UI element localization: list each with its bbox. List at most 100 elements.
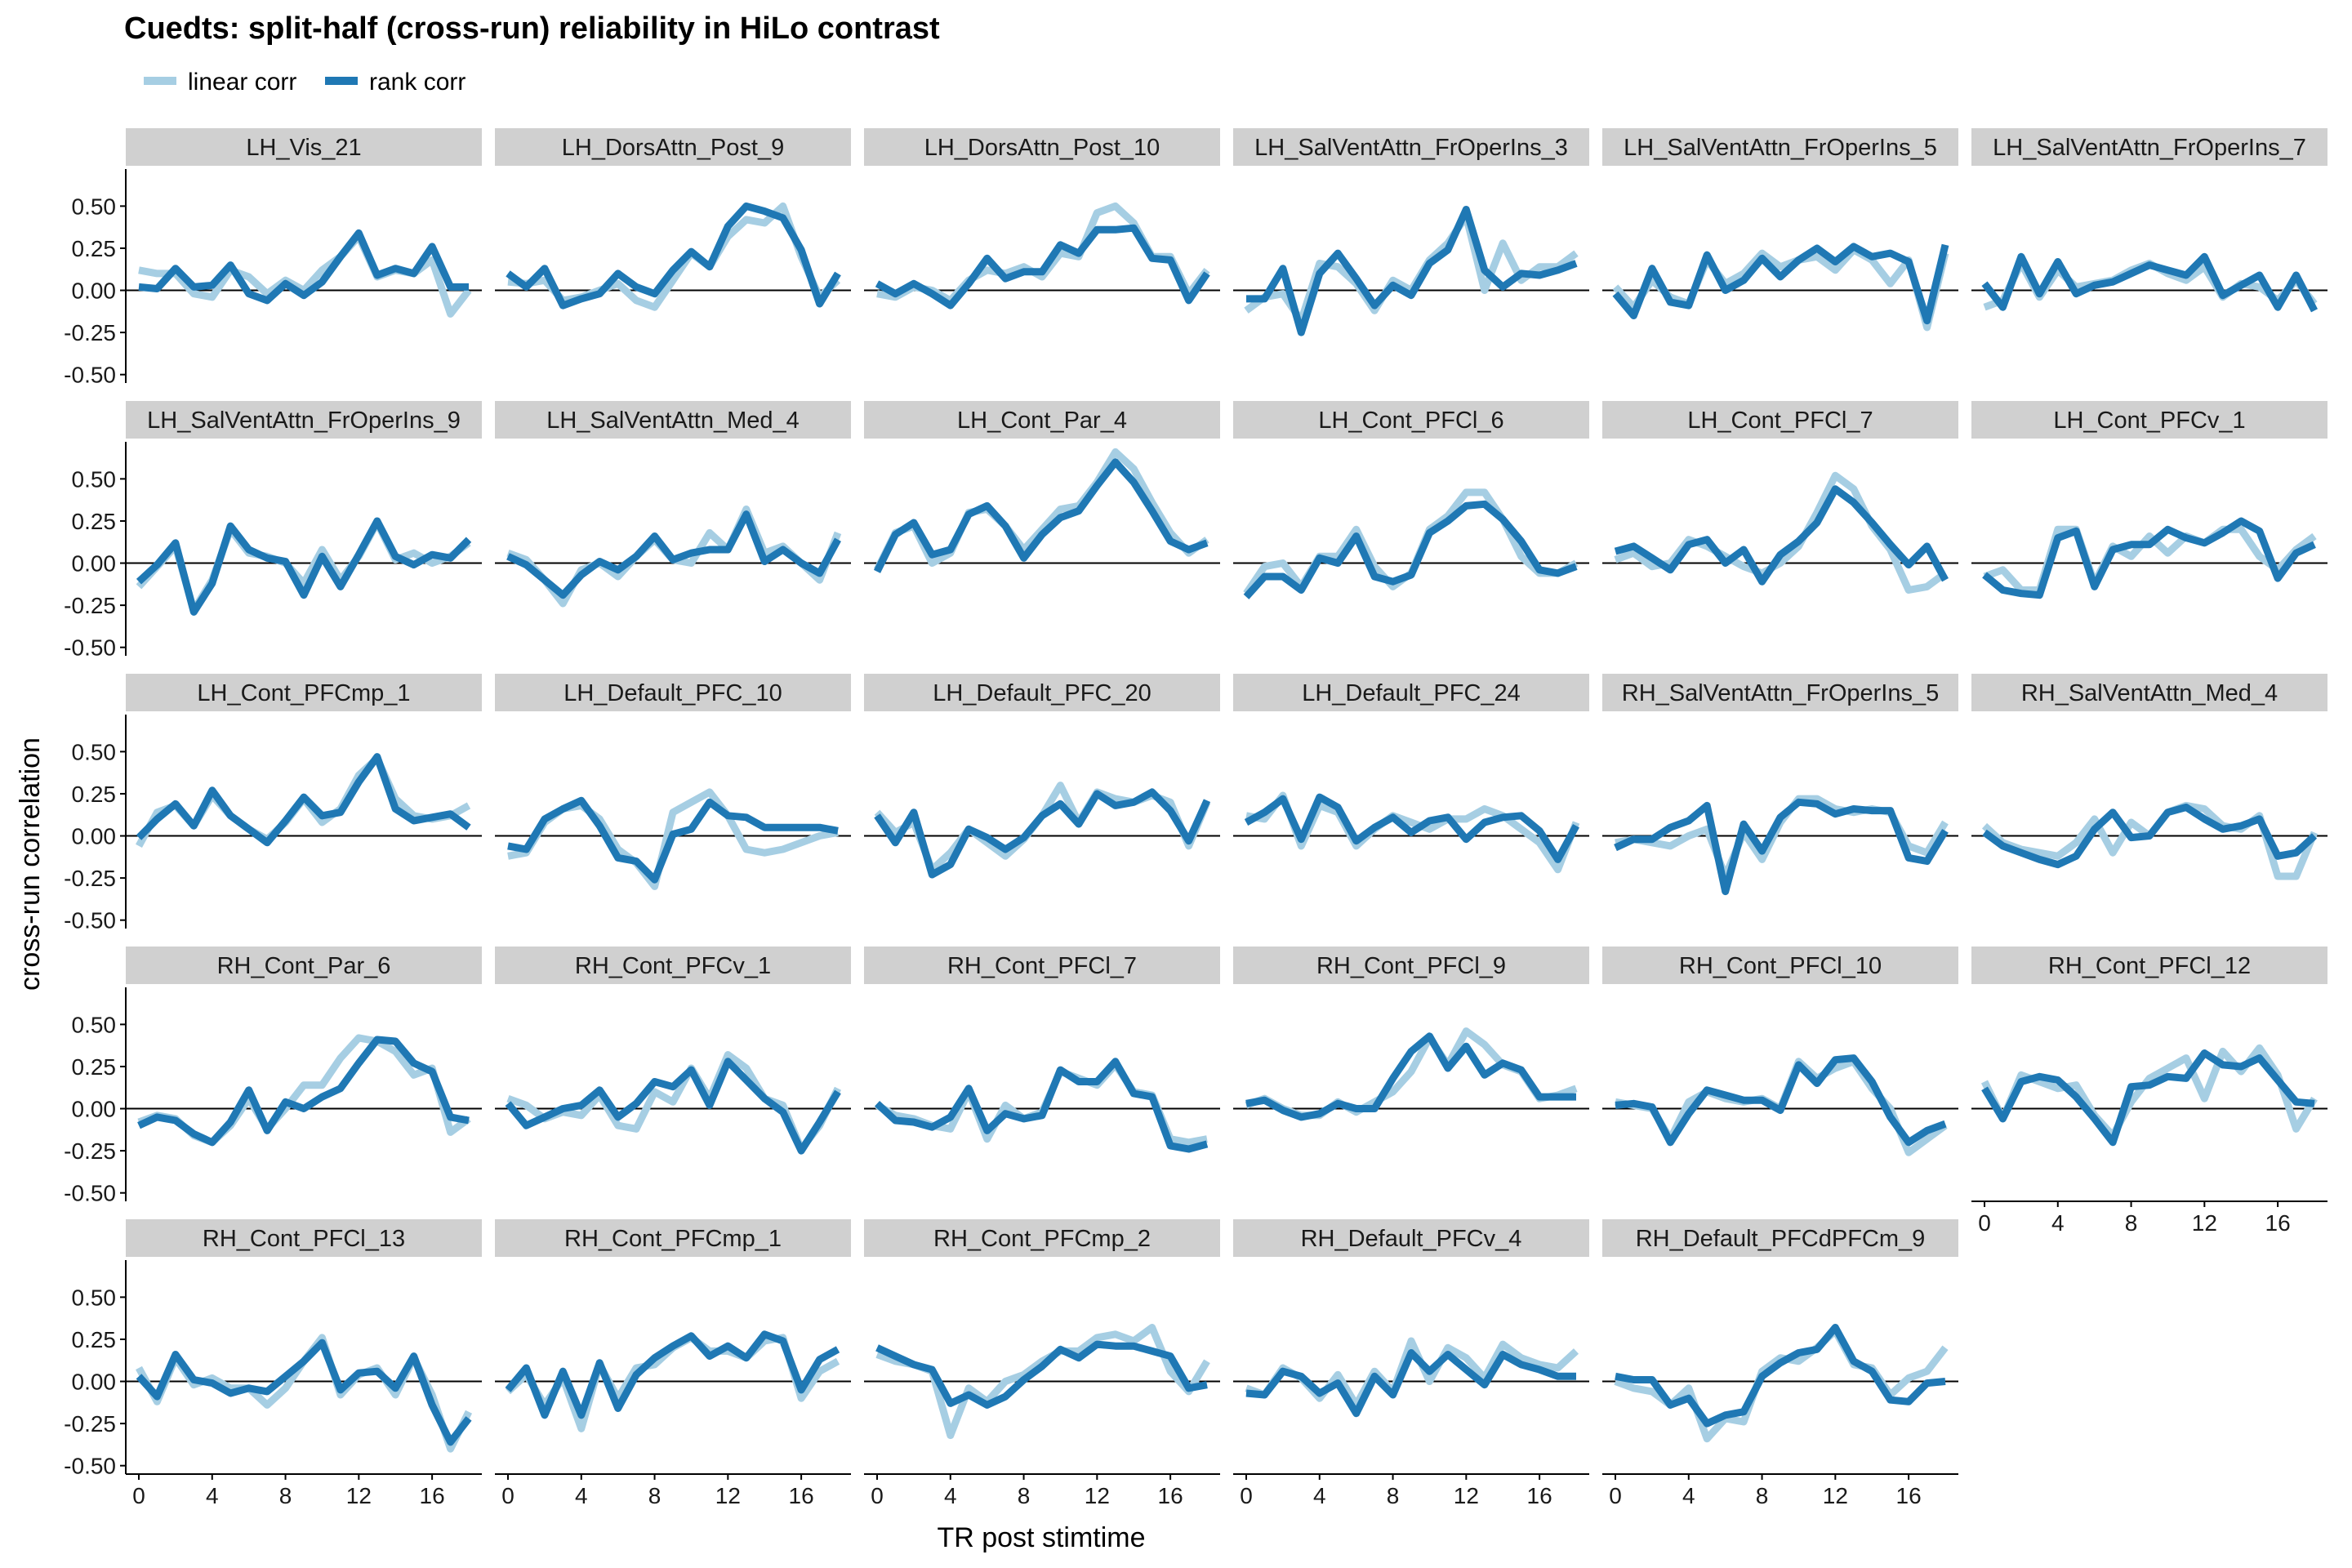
facet-panel: LH_SalVentAttn_FrOperIns_3 bbox=[1233, 128, 1589, 336]
series-line-rank-corr bbox=[1615, 1054, 1947, 1147]
facet-strip-label: RH_Cont_PFCl_13 bbox=[203, 1226, 405, 1252]
y-tick-label: -0.50 bbox=[64, 908, 116, 933]
series-line-linear-corr bbox=[873, 448, 1209, 572]
facet-panel: RH_Cont_Par_6 0.50 0.25 0.00 -0.25 -0.50 bbox=[64, 947, 482, 1206]
series-line-linear-corr bbox=[1615, 795, 1949, 880]
facet-panel: RH_Cont_PFCl_7 bbox=[864, 947, 1220, 1153]
x-tick-label: 4 bbox=[1682, 1483, 1695, 1508]
facet-strip bbox=[1971, 128, 2328, 166]
facet-panel: LH_SalVentAttn_FrOperIns_5 bbox=[1602, 128, 1958, 332]
facet-strip-label: RH_Cont_PFCl_10 bbox=[1679, 953, 1882, 979]
facet-strip bbox=[1971, 674, 2328, 711]
x-tick-label: 8 bbox=[279, 1483, 292, 1508]
y-tick-label: -0.25 bbox=[64, 866, 116, 891]
y-tick-label: -0.25 bbox=[64, 1138, 116, 1164]
facet-strip-label: LH_Default_PFC_20 bbox=[933, 680, 1152, 706]
series-line-rank-corr bbox=[873, 458, 1209, 573]
x-axis-title: TR post stimtime bbox=[937, 1522, 1145, 1553]
x-tick-label: 12 bbox=[346, 1483, 372, 1508]
chart-title: Cuedts: split-half (cross-run) reliabili… bbox=[124, 11, 940, 46]
series-line-rank-corr bbox=[138, 229, 469, 305]
facet-panel: LH_DorsAttn_Post_10 bbox=[864, 128, 1220, 310]
series-line-rank-corr bbox=[1615, 1324, 1946, 1428]
series-line-rank-corr bbox=[874, 1058, 1209, 1153]
y-tick-label: 0.50 bbox=[72, 1285, 117, 1310]
x-tick-label: 4 bbox=[1313, 1483, 1326, 1508]
x-tick-label: 0 bbox=[871, 1483, 884, 1508]
x-tick-label: 16 bbox=[2265, 1210, 2291, 1236]
facet-strip bbox=[495, 128, 851, 166]
facet-strip bbox=[126, 128, 482, 166]
series-line-rank-corr bbox=[506, 510, 841, 599]
panels-group: LH_Vis_21 0.50 0.25 0.00 -0.25 -0.50 LH_DorsAt… bbox=[64, 128, 2328, 1508]
series-line-rank-corr bbox=[1243, 500, 1578, 599]
x-tick-label: 0 bbox=[501, 1483, 514, 1508]
facet-panel: RH_Default_PFCv_4 0 4 8 12 16 bbox=[1233, 1219, 1589, 1508]
facet-panel: LH_Vis_21 0.50 0.25 0.00 -0.25 -0.50 bbox=[64, 128, 482, 388]
x-tick-label: 12 bbox=[715, 1483, 741, 1508]
series-line-rank-corr bbox=[136, 1339, 472, 1446]
facet-strip bbox=[495, 401, 851, 439]
x-tick-label: 0 bbox=[1609, 1483, 1622, 1508]
y-tick-label: 0.50 bbox=[72, 466, 117, 492]
facet-panel: RH_Cont_PFCl_10 bbox=[1602, 947, 1958, 1156]
series-line-linear-corr bbox=[1614, 1327, 1949, 1443]
facet-strip-label: LH_SalVentAttn_FrOperIns_5 bbox=[1624, 135, 1937, 161]
y-tick-label: 0.00 bbox=[72, 824, 117, 849]
facet-strip-label: LH_Cont_PFCmp_1 bbox=[197, 680, 410, 706]
facet-strip bbox=[1233, 128, 1589, 166]
facet-strip bbox=[864, 674, 1220, 711]
facet-strip bbox=[1602, 128, 1958, 166]
facet-panel: RH_Cont_PFCmp_1 0 4 8 12 16 bbox=[495, 1219, 851, 1508]
facet-panel: RH_Default_PFCdPFCm_9 0 4 8 12 16 bbox=[1602, 1219, 1958, 1508]
facet-strip-label: RH_SalVentAttn_FrOperIns_5 bbox=[1622, 680, 1939, 706]
facet-strip-label: LH_SalVentAttn_FrOperIns_3 bbox=[1254, 135, 1568, 161]
series-line-linear-corr bbox=[1980, 1044, 2318, 1139]
series-line-rank-corr bbox=[1614, 798, 1949, 896]
y-tick-label: -0.25 bbox=[64, 1411, 116, 1437]
y-tick-label: 0.00 bbox=[72, 1370, 117, 1395]
x-tick-label: 0 bbox=[132, 1483, 145, 1508]
series-line-rank-corr bbox=[875, 224, 1210, 310]
facet-strip-label: RH_Cont_PFCl_9 bbox=[1316, 953, 1506, 979]
x-tick-label: 4 bbox=[944, 1483, 957, 1508]
y-axis-title: cross-run correlation bbox=[15, 737, 46, 991]
x-tick-label: 12 bbox=[2192, 1210, 2217, 1236]
facet-strip-label: LH_DorsAttn_Post_10 bbox=[924, 135, 1160, 161]
series-line-rank-corr bbox=[506, 202, 841, 310]
facet-panel: RH_Cont_PFCv_1 bbox=[495, 947, 851, 1155]
facet-strip-label: RH_SalVentAttn_Med_4 bbox=[2021, 680, 2278, 706]
facet-strip bbox=[126, 947, 482, 984]
y-tick-label: 0.50 bbox=[72, 194, 117, 219]
y-tick-label: 0.25 bbox=[72, 509, 117, 534]
x-tick-label: 16 bbox=[420, 1483, 445, 1508]
facet-panel: RH_SalVentAttn_Med_4 bbox=[1971, 674, 2328, 880]
legend: linear corr rank corr bbox=[144, 69, 466, 96]
facet-panel: LH_SalVentAttn_Med_4 bbox=[495, 401, 851, 608]
facet-strip-label: LH_Cont_PFCv_1 bbox=[2053, 408, 2245, 434]
y-tick-label: 0.00 bbox=[72, 551, 117, 577]
y-tick-label: 0.00 bbox=[72, 278, 117, 304]
series-line-rank-corr bbox=[1612, 243, 1949, 325]
facet-strip bbox=[1233, 947, 1589, 984]
facet-panel: RH_Cont_PFCmp_2 0 4 8 12 16 bbox=[864, 1219, 1220, 1508]
facet-strip-label: RH_Cont_PFCmp_1 bbox=[564, 1226, 782, 1252]
series-line-rank-corr bbox=[1246, 206, 1578, 336]
x-tick-label: 12 bbox=[1454, 1483, 1479, 1508]
facet-panel: LH_SalVentAttn_FrOperIns_9 0.50 0.25 0.00 -0… bbox=[64, 401, 482, 661]
x-tick-label: 16 bbox=[1158, 1483, 1183, 1508]
series-line-linear-corr bbox=[136, 1334, 473, 1453]
y-tick-label: 0.25 bbox=[72, 1327, 117, 1352]
y-tick-label: 0.25 bbox=[72, 236, 117, 261]
legend-label-rank: rank corr bbox=[369, 69, 466, 96]
series-line-rank-corr bbox=[505, 1330, 840, 1419]
facet-strip bbox=[864, 128, 1220, 166]
series-line-linear-corr bbox=[876, 202, 1210, 305]
facet-strip-label: LH_Cont_Par_4 bbox=[957, 408, 1127, 434]
facet-panel: LH_Default_PFC_24 bbox=[1233, 674, 1589, 874]
facet-strip bbox=[495, 947, 851, 984]
facet-strip bbox=[1602, 674, 1958, 711]
series-line-rank-corr bbox=[1981, 1049, 2315, 1147]
facet-strip-label: RH_Cont_PFCmp_2 bbox=[933, 1226, 1151, 1252]
